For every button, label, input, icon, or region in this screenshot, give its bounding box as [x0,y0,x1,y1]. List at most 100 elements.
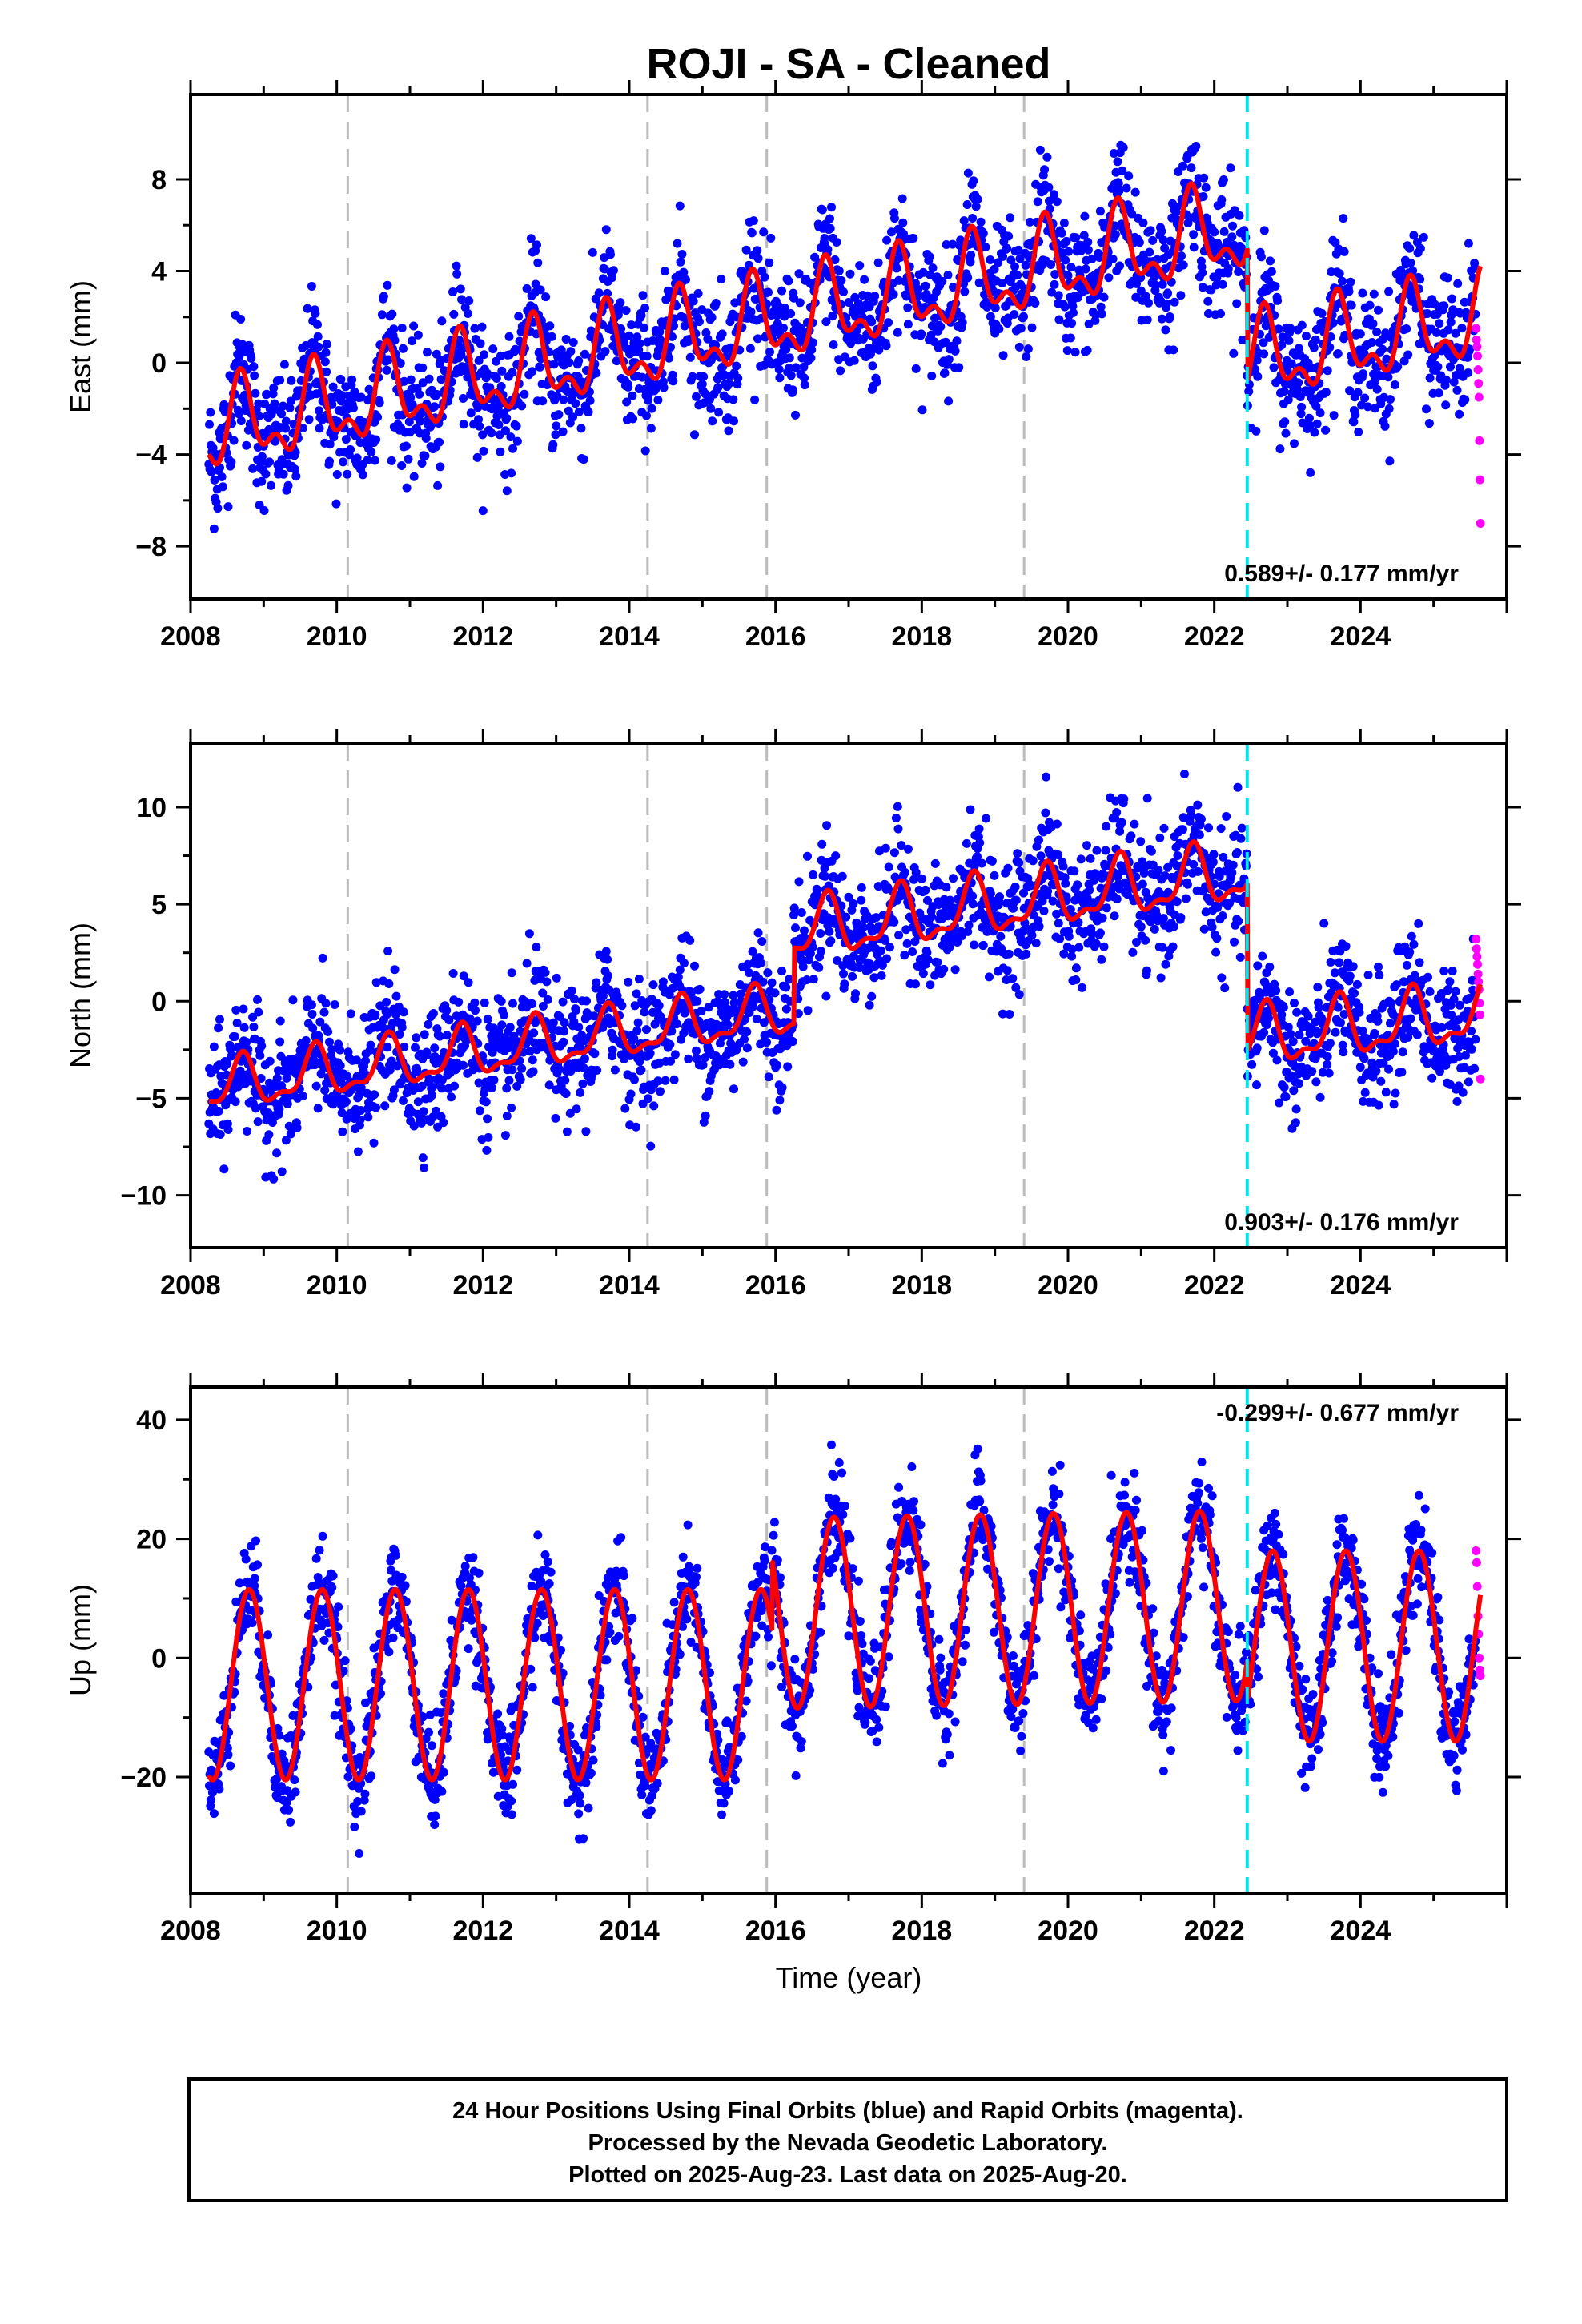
east-data-point [1294,378,1303,388]
east-data-point [627,320,636,330]
east-x-tick-label: 2012 [453,621,514,652]
east-data-point [913,291,923,300]
north-data-point [1258,951,1267,961]
north-data-point [1128,947,1138,957]
east-data-point [409,472,419,481]
east-data-point [517,401,527,411]
north-data-point [1136,837,1146,846]
east-data-point [909,234,918,243]
north-data-point [1470,1063,1480,1073]
east-data-point [532,240,541,250]
north-data-point [1331,1027,1340,1037]
east-data-point [1422,404,1431,414]
north-data-point [977,858,986,868]
east-data-point [459,420,468,429]
north-data-point [975,838,985,847]
east-data-point [1311,335,1320,344]
east-data-point [943,271,953,279]
east-data-point [800,373,809,383]
east-data-point [1419,232,1428,242]
north-data-point [1471,1035,1480,1044]
north-data-point [1189,859,1199,869]
east-data-point [299,354,309,364]
east-data-point [960,287,970,296]
east-data-point [1365,300,1375,310]
east-data-point [741,245,751,255]
east-data-point [676,257,685,267]
north-data-point [307,1000,316,1010]
north-data-point [1078,983,1087,992]
east-data-point [600,347,610,356]
north-data-point [610,1065,620,1075]
north-data-point [528,1055,537,1065]
north-data-point [926,980,935,990]
north-data-point [744,968,753,978]
east-data-point [874,345,884,355]
east-data-point [548,440,558,449]
north-data-point [1252,1080,1261,1090]
north-data-point [1181,894,1191,903]
north-data-point [382,1010,391,1019]
north-data-point [1186,811,1196,821]
east-data-point [1464,239,1473,248]
north-data-point [1043,887,1053,896]
east-data-point [406,392,416,402]
north-data-point [881,843,890,853]
east-data-point [849,356,859,365]
east-y-tick-label: −4 [135,440,167,471]
north-data-point [1455,1000,1464,1010]
east-data-point [1238,336,1247,344]
east-data-point [496,447,505,456]
north-data-point [508,1065,517,1075]
east-data-point [1127,209,1137,219]
north-data-point [253,1117,263,1127]
north-data-point [998,1009,1007,1019]
east-data-point [1415,243,1425,253]
north-data-point [542,977,552,987]
north-data-point [1234,916,1243,926]
north-data-point [603,971,612,980]
east-data-point [457,295,467,304]
east-data-point [775,373,785,383]
north-data-point [1230,937,1239,947]
north-data-point [320,1086,330,1095]
north-data-point [439,1118,448,1128]
north-data-point [1427,1073,1437,1083]
north-data-point [680,959,689,968]
north-data-point [435,1031,444,1041]
north-data-point [464,978,473,987]
north-data-point [800,926,809,935]
east-data-point [948,239,958,249]
north-data-point [831,851,841,861]
east-data-point [1042,152,1052,162]
east-data-point [332,470,342,479]
east-data-point [1277,340,1287,350]
east-data-point [637,372,647,382]
east-data-point [424,374,434,384]
north-data-point [1384,1064,1394,1074]
north-data-point [933,958,942,967]
north-data-point [1439,967,1449,975]
north-data-point [690,961,699,971]
east-data-point [1321,425,1331,435]
east-data-point [247,353,256,363]
east-data-point [1013,271,1022,280]
north-data-point [1311,1077,1321,1087]
east-data-point [270,399,279,408]
north-data-point [281,1136,291,1145]
east-data-point [520,389,529,399]
east-data-point [628,391,637,400]
north-data-point [353,1147,363,1156]
east-data-point [472,452,482,462]
east-data-point [1252,356,1262,365]
east-data-point [608,266,618,275]
east-data-point [889,290,898,299]
east-data-point [358,470,367,480]
east-data-point [1165,312,1174,321]
east-data-point [1079,231,1089,240]
east-data-point [415,389,424,399]
east-data-point [954,363,964,372]
north-data-point [687,987,697,997]
east-data-point [638,291,648,300]
